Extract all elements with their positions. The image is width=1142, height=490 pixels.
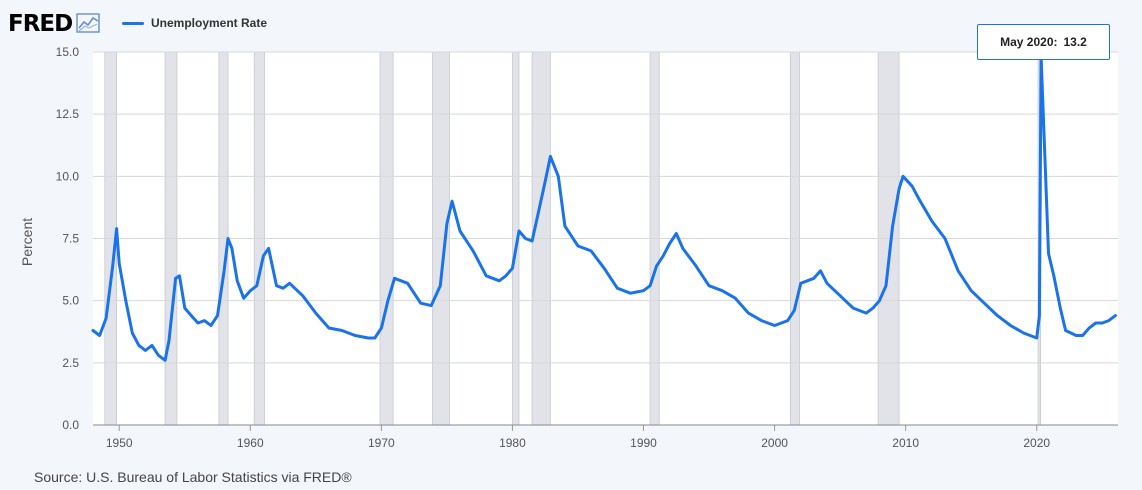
tooltip: May 2020: 13.2: [977, 24, 1110, 60]
chart-trend-icon: [76, 13, 100, 33]
x-tick-label: 1970: [368, 436, 395, 450]
x-tick-label: 1990: [630, 436, 657, 450]
chart-legend[interactable]: Unemployment Rate: [122, 16, 267, 30]
x-axis-ticks: 1950 1960 1970 1980 1990 2000 2010 2020: [93, 424, 1118, 450]
y-tick-label: 15.0: [56, 45, 80, 59]
legend-label: Unemployment Rate: [151, 16, 268, 30]
fred-logo[interactable]: FRED: [8, 10, 102, 38]
x-tick-label: 1980: [499, 436, 526, 450]
y-tick-label: 2.5: [62, 356, 79, 370]
fred-logo-text: FRED: [8, 11, 73, 37]
y-axis-label: Percent: [19, 218, 35, 266]
x-tick-label: 1960: [237, 436, 264, 450]
y-tick-label: 7.5: [62, 232, 79, 246]
legend-swatch: [122, 21, 144, 25]
y-tick-label: 12.5: [56, 107, 80, 121]
source-note: Source: U.S. Bureau of Labor Statistics …: [34, 469, 352, 485]
y-axis-ticks: 0.0 2.5 5.0 7.5 10.0 12.5 15.0: [56, 45, 80, 432]
series-layer: [91, 55, 1117, 362]
x-tick-label: 2020: [1023, 436, 1050, 450]
series-line-unemployment-rate[interactable]: [91, 55, 1117, 362]
y-tick-label: 5.0: [62, 294, 79, 308]
y-tick-label: 0.0: [62, 418, 79, 432]
tooltip-date: May 2020:: [1000, 35, 1058, 49]
x-tick-label: 1950: [106, 436, 133, 450]
tooltip-value: 13.2: [1063, 35, 1087, 49]
y-tick-label: 10.0: [56, 169, 80, 183]
x-tick-label: 2010: [892, 436, 919, 450]
x-tick-label: 2000: [761, 436, 788, 450]
